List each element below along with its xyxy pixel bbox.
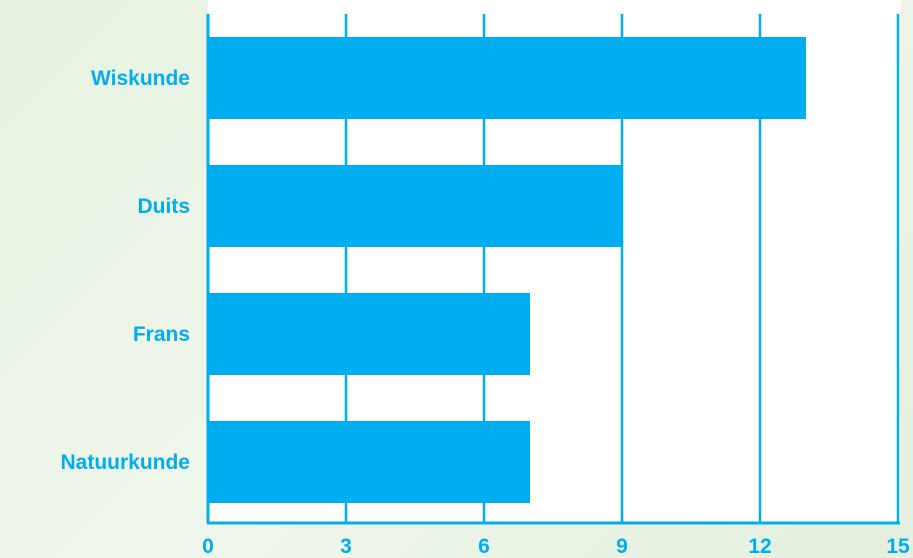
x-tick-label-15: 15 — [886, 535, 910, 558]
category-labels: Wiskunde Duits Frans Natuurkunde — [60, 67, 190, 474]
x-tick-labels: 0 3 6 9 12 15 — [202, 535, 910, 558]
x-tick-label-6: 6 — [478, 535, 490, 558]
bar-wiskunde — [208, 37, 806, 119]
x-tick-label-9: 9 — [616, 535, 628, 558]
category-label-duits: Duits — [138, 195, 191, 218]
category-label-frans: Frans — [133, 323, 190, 346]
bar-natuurkunde — [208, 421, 530, 503]
x-tick-label-12: 12 — [748, 535, 771, 558]
category-label-natuurkunde: Natuurkunde — [60, 451, 190, 474]
x-tick-label-0: 0 — [202, 535, 214, 558]
category-label-wiskunde: Wiskunde — [91, 67, 190, 90]
bar-frans — [208, 293, 530, 375]
bar-duits — [208, 165, 622, 247]
x-tick-label-3: 3 — [340, 535, 352, 558]
bars — [208, 37, 806, 503]
